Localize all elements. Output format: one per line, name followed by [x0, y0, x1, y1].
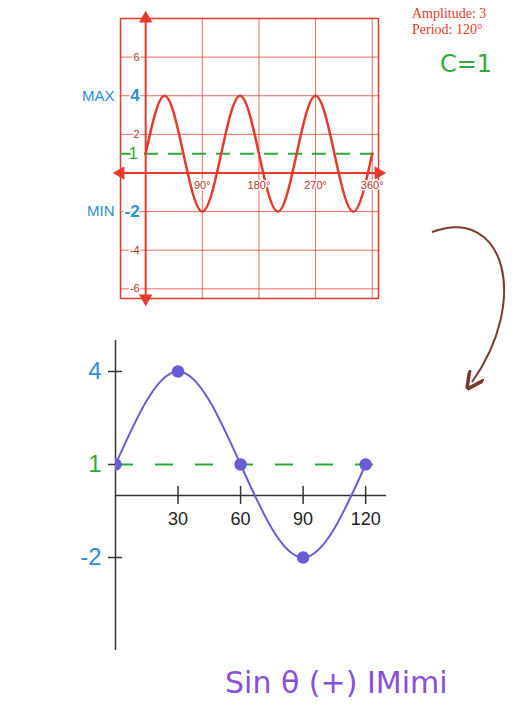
svg-text:2: 2 [134, 128, 140, 140]
svg-text:6: 6 [134, 51, 140, 63]
svg-text:-6: -6 [130, 282, 140, 294]
svg-text:270°: 270° [304, 179, 327, 191]
svg-text:-2: -2 [125, 202, 140, 221]
svg-text:120: 120 [351, 509, 381, 529]
html-text:C=1: C=1 [440, 50, 493, 78]
svg-text:1: 1 [129, 144, 138, 163]
svg-text:-4: -4 [130, 244, 140, 256]
svg-text:4: 4 [88, 357, 101, 384]
svg-text:360°: 360° [361, 179, 384, 191]
svg-text:180°: 180° [248, 179, 271, 191]
svg-text:30: 30 [168, 509, 188, 529]
html-text:Sin θ (+) IMimi: Sin θ (+) IMimi [225, 665, 448, 700]
svg-text:1: 1 [88, 450, 101, 477]
svg-text:60: 60 [231, 509, 251, 529]
html-text:Period: 120°: Period: 120° [412, 22, 483, 37]
svg-text:MIN: MIN [87, 202, 115, 219]
svg-text:90°: 90° [194, 179, 211, 191]
svg-text:MAX: MAX [82, 87, 115, 104]
svg-text:-2: -2 [80, 543, 101, 570]
svg-text:4: 4 [130, 86, 140, 105]
svg-text:90: 90 [293, 509, 313, 529]
html-text:Amplitude: 3: Amplitude: 3 [412, 6, 487, 21]
